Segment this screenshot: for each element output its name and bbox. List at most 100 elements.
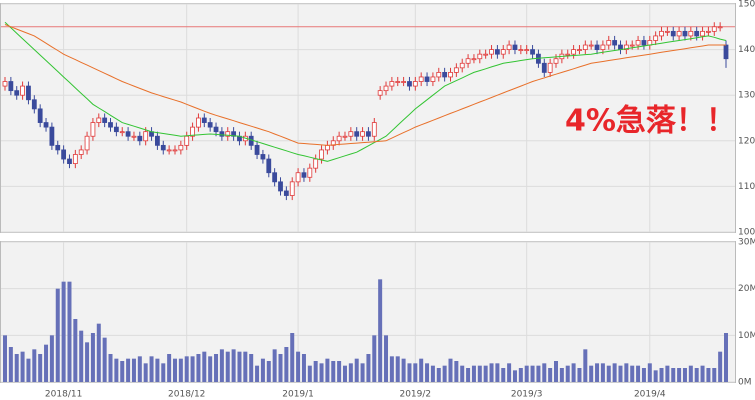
candle-body	[360, 131, 365, 137]
candle-body	[518, 49, 524, 51]
volume-bar	[96, 323, 101, 382]
volume-bar	[706, 368, 711, 382]
candle-body	[61, 149, 67, 160]
candle-body	[430, 76, 436, 82]
volume-bar	[348, 363, 353, 382]
candle-body	[670, 30, 676, 37]
candle-body	[113, 126, 119, 133]
volume-bar	[243, 351, 248, 382]
candle-body	[577, 49, 582, 51]
candle-body	[55, 144, 61, 151]
candle-body	[43, 122, 49, 128]
volume-bar	[149, 356, 154, 382]
candle-body	[407, 81, 412, 87]
volume-bar	[126, 358, 131, 382]
y-tick-label: 130	[738, 91, 755, 101]
moving-average	[4, 24, 726, 146]
volume-bar	[178, 358, 183, 382]
volume-bar	[659, 368, 664, 382]
candle-body	[324, 144, 330, 151]
volume-bar	[724, 333, 728, 382]
volume-bar	[489, 363, 494, 382]
volume-bar	[143, 363, 148, 382]
volume-bar	[38, 354, 43, 382]
annotation: 4%急落！！	[565, 104, 736, 139]
candle-body	[448, 72, 453, 78]
volume-bar	[90, 333, 95, 382]
candle-body	[565, 53, 571, 56]
volume-bar	[694, 368, 699, 382]
volume-bar	[612, 363, 617, 382]
candle-body	[412, 81, 418, 87]
candle-body	[67, 158, 72, 164]
candle-body	[688, 30, 694, 37]
volume-bar	[55, 288, 60, 382]
candle-body	[319, 149, 324, 160]
candle-body	[635, 40, 641, 46]
candle-body	[102, 117, 108, 123]
candle-body	[90, 122, 96, 137]
candle-body	[342, 135, 348, 138]
volume-bar	[266, 361, 271, 382]
candle-body	[524, 49, 530, 51]
candle-body	[395, 81, 401, 83]
candle-body	[201, 117, 207, 123]
volume-bar	[325, 358, 330, 382]
y-tick-label: 0M	[738, 378, 752, 388]
volume-bar	[3, 335, 7, 382]
candle-body	[31, 99, 37, 110]
candle-body	[190, 126, 195, 137]
volume-bar	[583, 349, 588, 382]
volume-bar	[378, 279, 383, 382]
volume-bar	[102, 337, 107, 382]
volume-bar	[161, 363, 166, 382]
volume-bar	[337, 361, 342, 382]
volume-bar	[512, 370, 517, 382]
candle-body	[676, 30, 682, 37]
y-tick-label: 10M	[738, 331, 755, 341]
volume-bar	[577, 368, 582, 382]
candle-body	[571, 49, 576, 55]
volume-bar	[313, 361, 318, 382]
volume-bar	[559, 368, 564, 382]
volume-bar	[518, 368, 523, 382]
volume-bar	[354, 358, 359, 382]
x-tick-label: 2019/3	[511, 390, 543, 400]
volume-bar	[172, 358, 177, 382]
candle-body	[489, 49, 494, 55]
candle-body	[49, 126, 55, 146]
volume-bar	[196, 354, 201, 382]
candle-body	[108, 122, 113, 128]
volume-bar	[208, 356, 213, 382]
candle-body	[530, 49, 535, 55]
volume-bar	[636, 365, 641, 382]
volume-bar	[477, 365, 482, 382]
volume-bar	[260, 358, 265, 382]
y-tick-label: 20M	[738, 284, 755, 294]
candle-body	[366, 131, 371, 137]
volume-bar	[677, 368, 682, 382]
candle-body	[166, 149, 172, 152]
y-tick-label: 120	[738, 136, 755, 146]
volume-bar	[389, 356, 394, 382]
x-tick-label: 2019/2	[399, 390, 431, 400]
volume-bar	[137, 356, 142, 382]
volume-bar	[647, 363, 652, 382]
candle-body	[512, 44, 518, 51]
candle-body	[582, 44, 588, 51]
volume-bar	[524, 365, 529, 382]
x-tick-label: 2019/4	[634, 390, 666, 400]
x-tick-label: 2018/12	[168, 390, 205, 400]
volume-bar	[32, 349, 37, 382]
volume-bar	[67, 281, 72, 382]
candle-body	[207, 122, 213, 128]
volume-bar	[108, 354, 113, 382]
volume-bar	[342, 365, 347, 382]
volume-bar	[61, 281, 66, 382]
x-tick-label: 2018/11	[45, 390, 82, 400]
volume-bar	[571, 363, 576, 382]
candle-body	[442, 72, 448, 78]
volume-bar	[331, 361, 336, 382]
volume-bar	[641, 368, 646, 382]
